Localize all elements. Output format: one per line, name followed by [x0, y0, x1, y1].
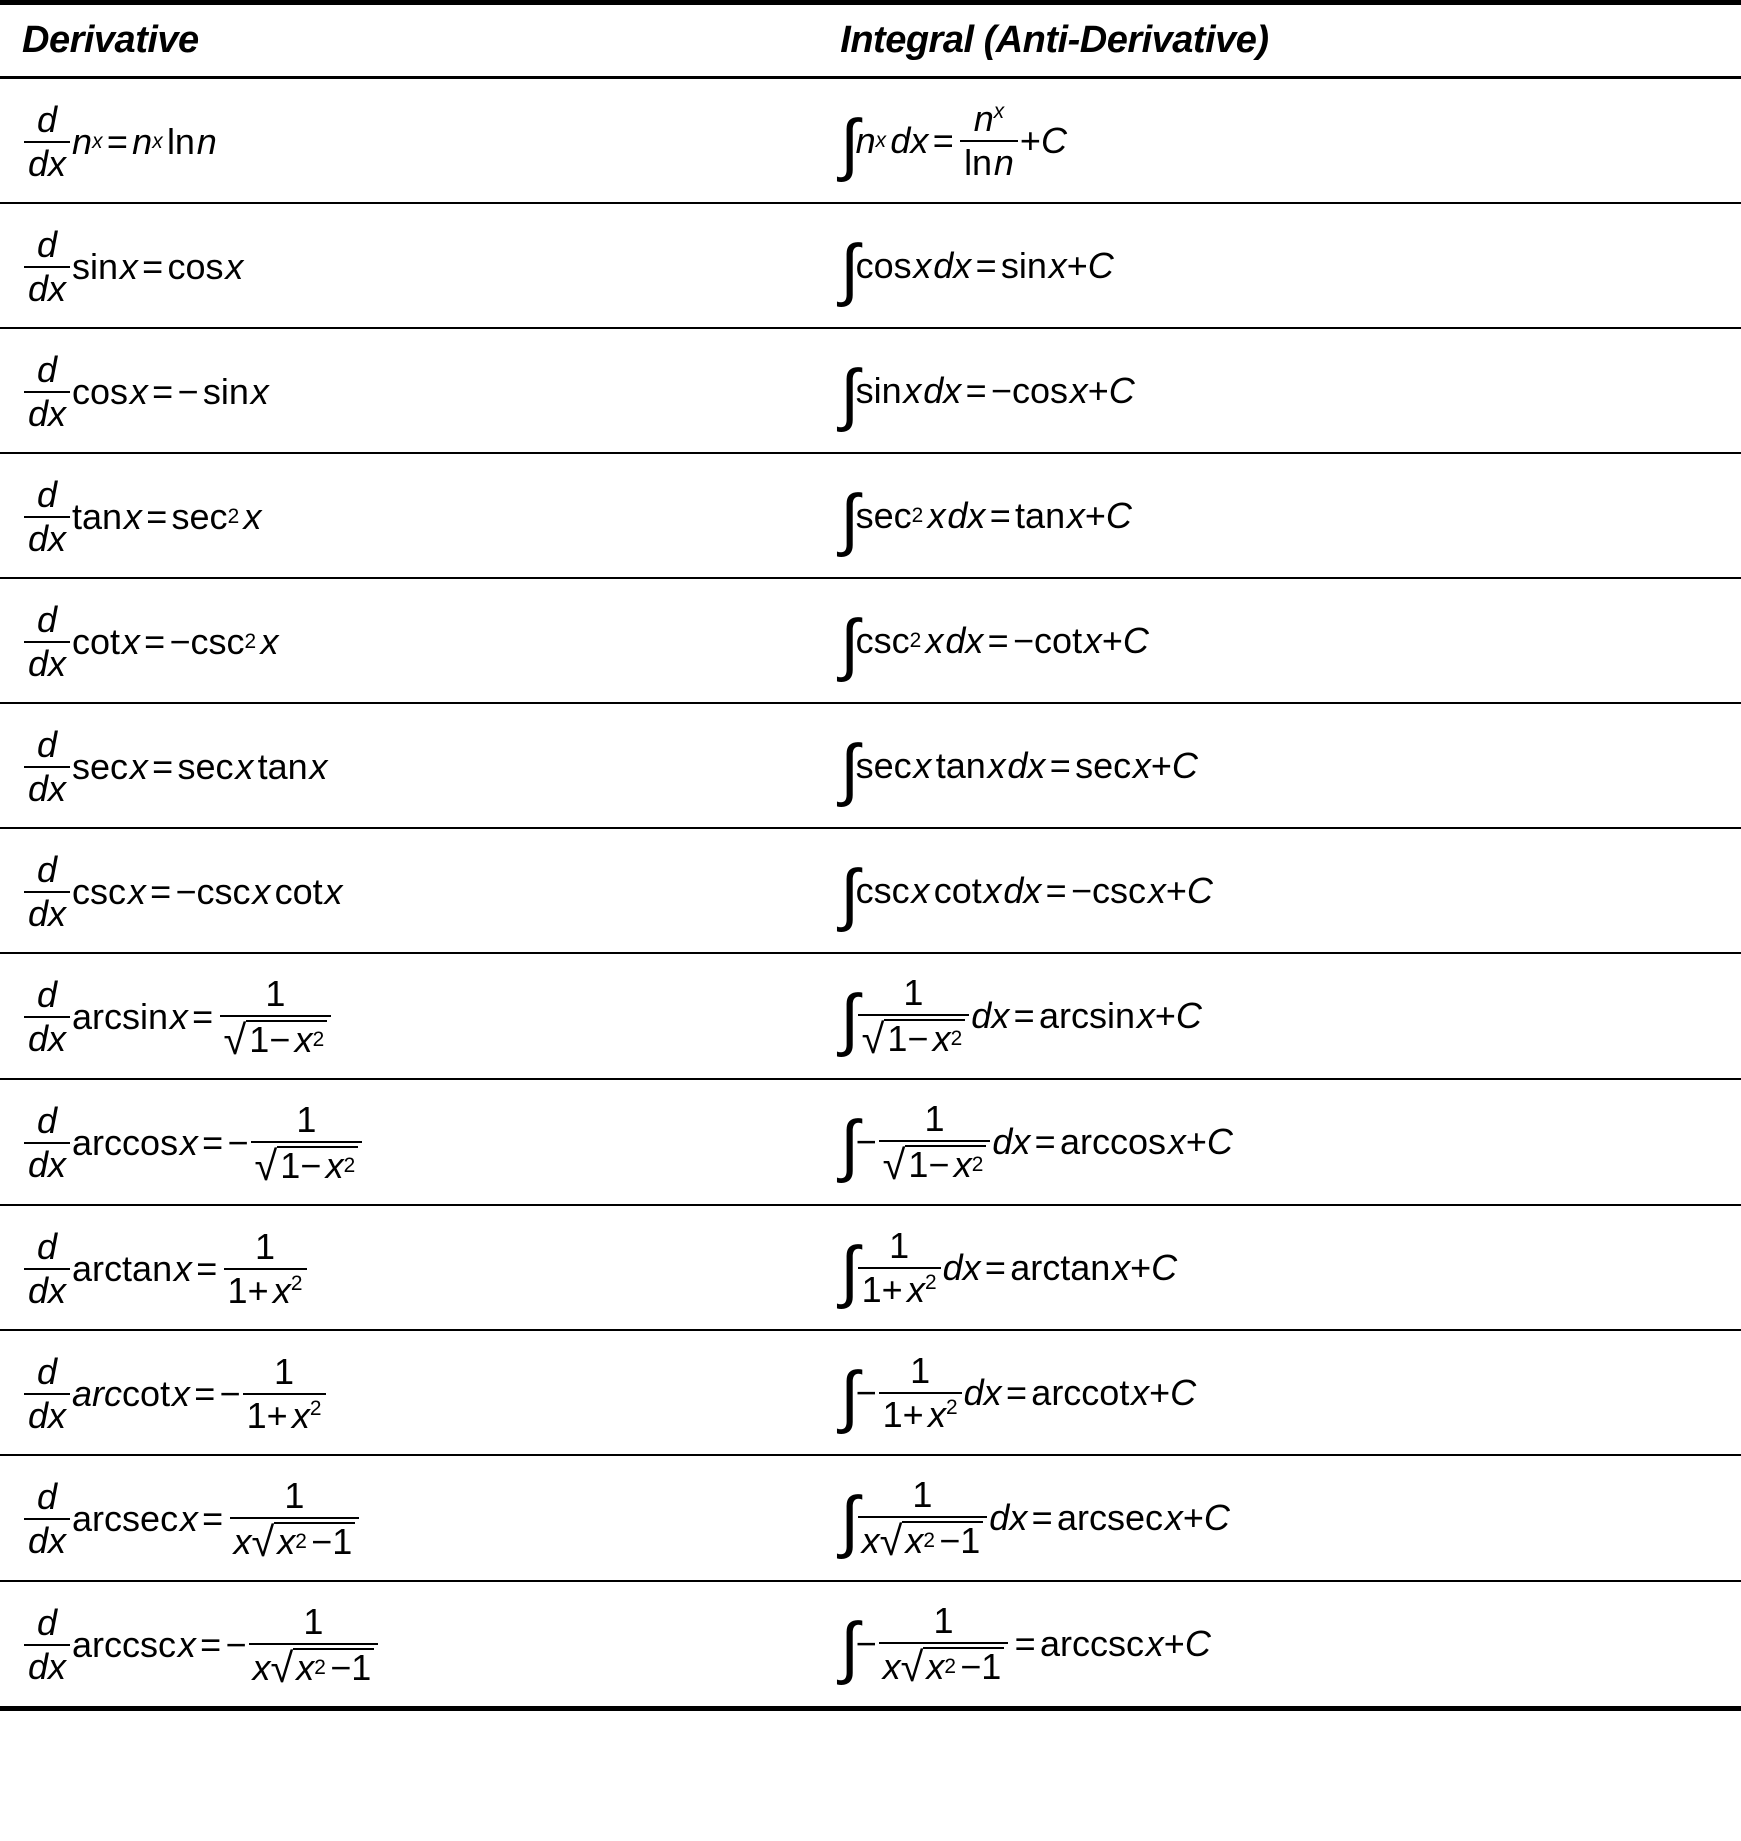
table-row: ddx arccscx =− 1 x√x2−1 ∫− 1 x√x2−1 — [0, 1581, 1741, 1709]
table-row: ddx nx = nxlnn ∫nxdx = nxlnn +C — [0, 78, 1741, 204]
table-row: ddx tanx = sec2x ∫sec2xdx = tanx+C — [0, 453, 1741, 578]
derivative-cell: ddx cscx = −cscxcotx — [0, 828, 818, 953]
integral-cell: ∫− 1 x√x2−1 = arccscx+C — [818, 1581, 1741, 1709]
table-row: ddx arccosx =− 1 √1−x2 ∫− 1 √1−x2 dx — [0, 1079, 1741, 1205]
derivative-cell: ddx arcsecx = 1 x√x2−1 — [0, 1455, 818, 1581]
table-row: ddx secx = secxtanx ∫secxtanxdx = secx+C — [0, 703, 1741, 828]
integral-cell: ∫− 1 √1−x2 dx = arccosx+C — [818, 1079, 1741, 1205]
integral-cell: ∫secxtanxdx = secx+C — [818, 703, 1741, 828]
integral-cell: ∫ 1 √1−x2 dx = arcsinx+C — [818, 953, 1741, 1079]
table-row: ddx arctanx = 1 1+x2 ∫ 1 1+x2 dx — [0, 1205, 1741, 1330]
derivative-cell: ddx arccosx =− 1 √1−x2 — [0, 1079, 818, 1205]
derivative-cell: ddx tanx = sec2x — [0, 453, 818, 578]
derivative-cell: ddx arcsinx = 1 √1−x2 — [0, 953, 818, 1079]
table-row: ddx cosx = −sinx ∫sinxdx = −cosx+C — [0, 328, 1741, 453]
table-row: ddx arcsinx = 1 √1−x2 ∫ 1 √1−x2 dx — [0, 953, 1741, 1079]
integral-cell: ∫− 1 1+x2 dx = arccotx+C — [818, 1330, 1741, 1455]
col-header-integral: Integral (Anti-Derivative) — [818, 3, 1741, 78]
integral-cell: ∫ 1 1+x2 dx = arctanx+C — [818, 1205, 1741, 1330]
table-row: ddx cotx = −csc2x ∫csc2xdx = −cotx+C — [0, 578, 1741, 703]
derivatives-integrals-table: Derivative Integral (Anti-Derivative) dd… — [0, 0, 1741, 1711]
table-row: ddx arccotx =− 1 1+x2 ∫− 1 1+x2 dx — [0, 1330, 1741, 1455]
integral-cell: ∫csc2xdx = −cotx+C — [818, 578, 1741, 703]
integral-cell: ∫nxdx = nxlnn +C — [818, 78, 1741, 204]
table-row: ddx cscx = −cscxcotx ∫cscxcotxdx = −cscx… — [0, 828, 1741, 953]
col-header-derivative: Derivative — [0, 3, 818, 78]
integral-cell: ∫ 1 x√x2−1 dx = arcsecx+C — [818, 1455, 1741, 1581]
integral-cell: ∫sec2xdx = tanx+C — [818, 453, 1741, 578]
integral-cell: ∫sinxdx = −cosx+C — [818, 328, 1741, 453]
integral-cell: ∫cscxcotxdx = −cscx+C — [818, 828, 1741, 953]
derivative-cell: ddx sinx = cosx — [0, 203, 818, 328]
derivative-cell: ddx cotx = −csc2x — [0, 578, 818, 703]
derivative-cell: ddx secx = secxtanx — [0, 703, 818, 828]
table-row: ddx sinx = cosx ∫cosxdx = sinx+C — [0, 203, 1741, 328]
derivative-cell: ddx arccotx =− 1 1+x2 — [0, 1330, 818, 1455]
derivative-cell: ddx arccscx =− 1 x√x2−1 — [0, 1581, 818, 1709]
table-header-row: Derivative Integral (Anti-Derivative) — [0, 3, 1741, 78]
derivative-cell: ddx nx = nxlnn — [0, 78, 818, 204]
integral-cell: ∫cosxdx = sinx+C — [818, 203, 1741, 328]
table-row: ddx arcsecx = 1 x√x2−1 ∫ 1 x√x2−1 dx — [0, 1455, 1741, 1581]
derivative-cell: ddx arctanx = 1 1+x2 — [0, 1205, 818, 1330]
derivative-cell: ddx cosx = −sinx — [0, 328, 818, 453]
